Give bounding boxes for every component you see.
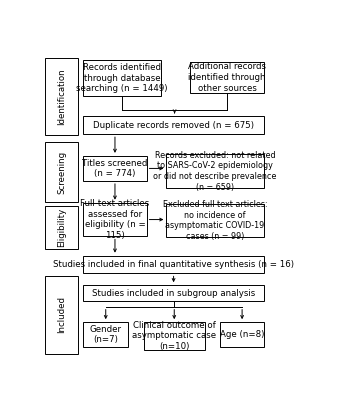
- Bar: [166, 154, 264, 188]
- Text: Eligibility: Eligibility: [57, 208, 66, 247]
- Bar: [190, 62, 264, 93]
- Text: Studies included in final quantitative synthesis (n = 16): Studies included in final quantitative s…: [53, 260, 294, 269]
- Bar: [45, 276, 78, 354]
- Text: Clinical outcome of
asymptomatic case
(n=10): Clinical outcome of asymptomatic case (n…: [132, 321, 216, 351]
- Bar: [83, 156, 147, 181]
- Bar: [83, 285, 264, 301]
- Bar: [45, 142, 78, 202]
- Text: Gender
(n=7): Gender (n=7): [90, 324, 122, 344]
- Text: Excluded full text articles:
no incidence of
asymptomatic COVID-19
cases (n = 99: Excluded full text articles: no incidenc…: [163, 200, 267, 241]
- Text: Screening: Screening: [57, 150, 66, 194]
- Bar: [220, 322, 264, 347]
- Text: Age (n=8): Age (n=8): [220, 330, 264, 339]
- Text: Identification: Identification: [57, 68, 66, 125]
- Bar: [83, 256, 264, 274]
- Text: Full-text articles
assessed for
eligibility (n =
115): Full-text articles assessed for eligibil…: [80, 199, 150, 240]
- Bar: [83, 116, 264, 134]
- Bar: [45, 206, 78, 249]
- Bar: [45, 58, 78, 135]
- Text: Records excluded: not related
to SARS-CoV-2 epidemiology
or did not describe pre: Records excluded: not related to SARS-Co…: [153, 150, 277, 192]
- Text: Included: Included: [57, 296, 66, 333]
- Bar: [83, 322, 128, 347]
- Text: Titles screened
(n = 774): Titles screened (n = 774): [82, 158, 148, 178]
- Text: Duplicate records removed (n = 675): Duplicate records removed (n = 675): [93, 121, 254, 130]
- Bar: [83, 60, 161, 96]
- Bar: [83, 203, 147, 236]
- Text: Records identified
through database
searching (n = 1449): Records identified through database sear…: [76, 63, 168, 93]
- Text: Studies included in subgroup analysis: Studies included in subgroup analysis: [92, 289, 255, 298]
- Text: Additional records
identified through
other sources: Additional records identified through ot…: [188, 62, 266, 92]
- Bar: [166, 204, 264, 238]
- Bar: [144, 322, 205, 350]
